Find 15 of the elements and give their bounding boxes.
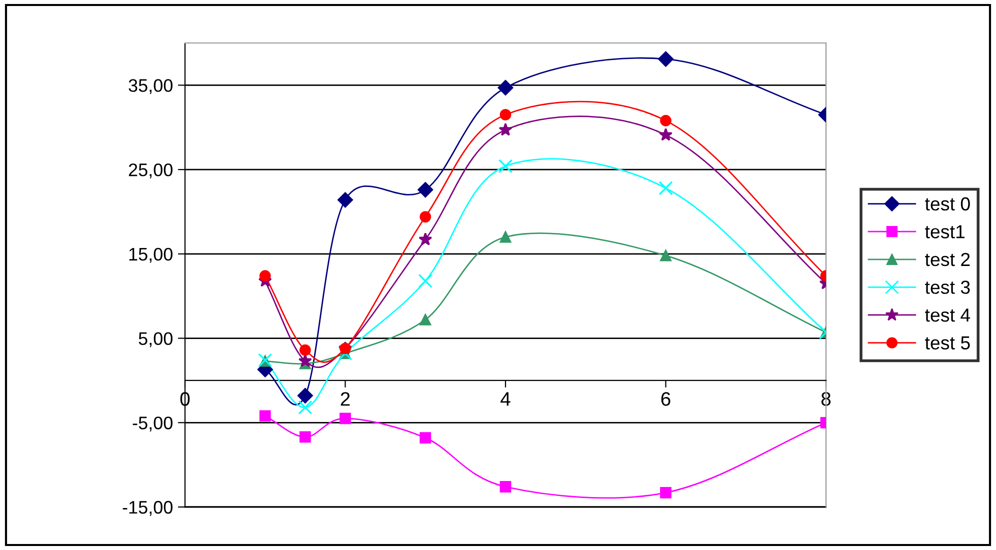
y-tick-label: 35,00 (128, 79, 172, 94)
legend-label: test1 (925, 225, 964, 238)
y-tick-label: 25,00 (128, 163, 172, 178)
x-tick-label: 2 (340, 392, 350, 406)
y-tick-label: -5,00 (132, 416, 172, 432)
y-tick-label: -15,00 (122, 500, 172, 516)
legend-label: test 2 (925, 252, 970, 266)
legend-label: test 5 (925, 336, 970, 350)
legend-label: test 4 (925, 308, 970, 322)
legend-label: test 0 (925, 197, 970, 211)
y-tick-label: 15,00 (129, 248, 172, 263)
y-tick-label: 5,00 (138, 332, 172, 348)
legend-label: test 3 (925, 280, 970, 294)
x-tick-label: 4 (500, 392, 510, 406)
x-tick-label: 6 (661, 392, 670, 406)
